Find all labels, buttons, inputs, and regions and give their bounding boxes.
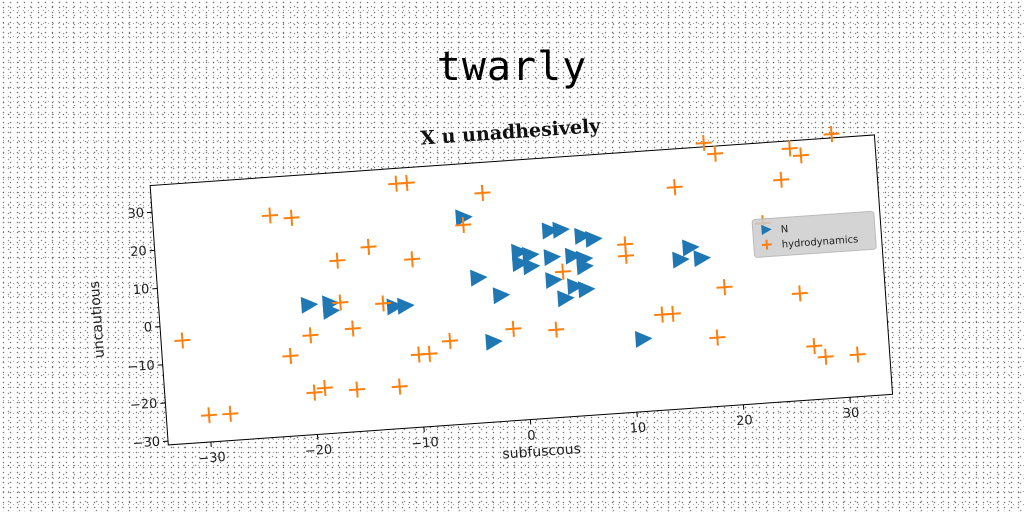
legend-box <box>751 210 877 258</box>
chart-title: X u unadhesively <box>420 115 602 150</box>
series-hydrodynamics-point <box>792 147 809 164</box>
series-n-point <box>511 255 530 273</box>
series-hydrodynamics-point <box>360 238 377 255</box>
series-n-point <box>682 239 700 257</box>
series-hydrodynamics-point <box>332 294 349 311</box>
series-hydrodynamics-point <box>617 236 634 253</box>
series-n-point <box>672 251 690 269</box>
series-n-point <box>322 302 341 320</box>
series-n-point <box>693 250 712 268</box>
series-hydrodynamics-point <box>421 345 438 362</box>
y-tick-label: −30 <box>132 435 160 452</box>
y-tick-label: −20 <box>130 397 158 414</box>
figure-title: twarly <box>436 44 588 90</box>
series-n-point <box>576 258 594 276</box>
series-n-point <box>552 221 570 239</box>
series-hydrodynamics-point <box>398 174 415 191</box>
series-hydrodynamics-point <box>781 140 798 157</box>
y-tick-label: −10 <box>127 358 155 375</box>
series-hydrodynamics-point <box>709 329 726 346</box>
series-hydrodynamics-point <box>707 145 724 162</box>
y-tick-label: 30 <box>127 206 145 222</box>
data-marks <box>174 126 866 424</box>
legend-label: N <box>780 224 788 235</box>
series-n-point <box>470 269 488 287</box>
series-n-point <box>492 287 511 305</box>
series-hydrodynamics-point <box>261 207 279 224</box>
series-hydrodynamics-point <box>554 263 571 280</box>
y-axis-label: uncautious <box>87 281 108 359</box>
series-hydrodynamics-point <box>344 320 361 337</box>
legend-marker <box>761 239 772 250</box>
x-tick-label: −20 <box>304 443 332 460</box>
series-hydrodynamics-point <box>666 179 683 196</box>
series-hydrodynamics-point <box>664 305 681 322</box>
series-n-point <box>634 330 653 348</box>
series-hydrodynamics-point <box>773 171 790 188</box>
series-hydrodynamics-point <box>349 381 366 398</box>
series-n-point <box>543 249 562 267</box>
series-hydrodynamics-point <box>316 379 333 397</box>
series-hydrodynamics-point <box>455 216 472 234</box>
y-tick-label: 10 <box>132 282 150 298</box>
series-hydrodynamics-point <box>375 295 392 312</box>
series-n-point <box>557 290 575 308</box>
y-tick-label: 20 <box>130 244 148 260</box>
series-n-point <box>541 222 560 240</box>
series-hydrodynamics-point <box>823 126 840 143</box>
series-hydrodynamics-point <box>404 251 421 268</box>
series-n-point <box>522 246 540 264</box>
series-n-point <box>397 297 415 315</box>
series-hydrodynamics-point <box>474 184 491 202</box>
series-hydrodynamics-point <box>283 209 300 226</box>
series-hydrodynamics-point <box>200 407 218 424</box>
series-n-point <box>455 209 473 227</box>
legend-label: hydrodynamics <box>781 234 858 250</box>
series-n-point <box>567 278 585 296</box>
series-hydrodynamics-point <box>791 285 808 302</box>
series-hydrodynamics-point <box>505 320 522 337</box>
series-hydrodynamics-point <box>329 252 346 269</box>
series-n-point <box>300 296 319 314</box>
series-hydrodynamics-point <box>695 134 712 152</box>
x-tick-label: 20 <box>736 413 754 429</box>
series-hydrodynamics-point <box>222 405 239 422</box>
x-tick-label: −30 <box>198 450 226 467</box>
series-n-point <box>574 227 592 245</box>
series-n-point <box>522 258 541 276</box>
series-hydrodynamics-point <box>548 321 565 338</box>
series-n-point <box>485 333 503 351</box>
axis-ticks: −30 −20 −10 0 10 20 30 −30 −20 −10 0 10 20 30 <box>127 206 860 467</box>
series-n-point <box>545 272 563 290</box>
series-hydrodynamics-point <box>716 279 733 296</box>
series-hydrodynamics-point <box>849 346 866 363</box>
series-hydrodynamics-point <box>306 384 323 401</box>
x-tick-label: 10 <box>629 421 647 437</box>
series-n-point <box>585 230 603 248</box>
legend-marker <box>761 224 772 236</box>
series-hydrodynamics-point <box>441 332 459 349</box>
plot-group: X u unadhesively subfuscous uncautious −… <box>87 115 894 467</box>
series-n-point <box>564 247 583 265</box>
series-hydrodynamics-point <box>391 378 408 395</box>
x-tick-label: 0 <box>527 428 536 444</box>
y-tick-label: 0 <box>143 320 152 336</box>
x-tick-label: −10 <box>411 435 439 452</box>
x-axis-label: subfuscous <box>502 441 582 462</box>
series-hydrodynamics-point <box>806 338 823 355</box>
series-hydrodynamics-point <box>302 327 319 344</box>
series-n-point <box>577 281 596 299</box>
series-hydrodynamics-point <box>282 347 299 364</box>
series-hydrodynamics-point <box>817 348 834 365</box>
series-n-point <box>511 243 529 261</box>
series-hydrodynamics-point <box>174 332 191 349</box>
x-tick-label: 30 <box>842 406 860 422</box>
